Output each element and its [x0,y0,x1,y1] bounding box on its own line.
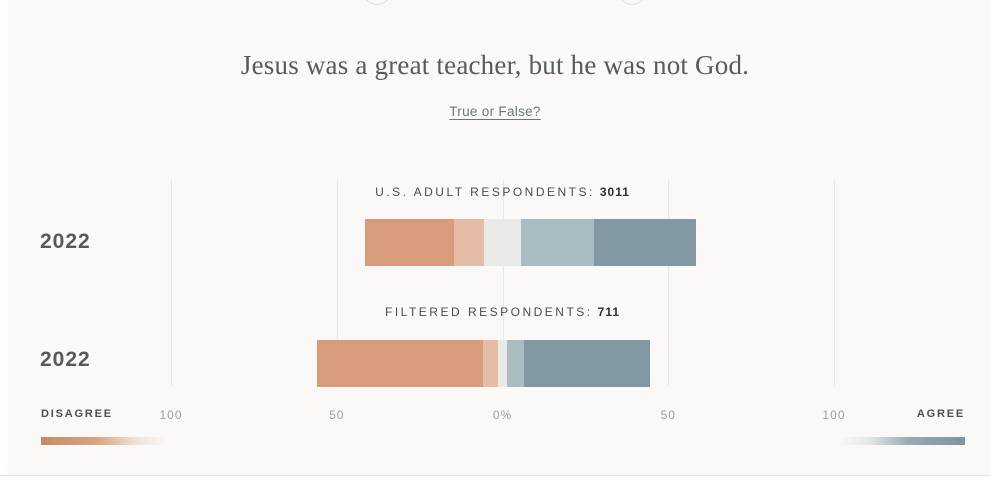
segment-strongly-disagree[interactable] [316,340,483,387]
segment-somewhat-disagree[interactable] [482,340,498,387]
bar-filtered [316,340,650,387]
gridline [668,179,670,386]
statement-title: Jesus was a great teacher, but he was no… [240,50,750,80]
group-label-text: U.S. ADULT RESPONDENTS: [375,185,595,199]
left-edge-strip [0,0,7,475]
axis-tick-label: 100 [822,408,846,422]
axis-label-agree: AGREE [916,408,965,420]
plot-area: U.S. ADULT RESPONDENTS: 3011 FILTERED RES… [171,179,835,387]
group-label-text: FILTERED RESPONDENTS: [385,305,593,319]
bar-us-adults [364,219,697,266]
bottom-border [0,475,990,478]
segment-strongly-disagree[interactable] [364,219,455,266]
group-label-us-adults: U.S. ADULT RESPONDENTS: 3011 [171,185,834,199]
segment-somewhat-agree[interactable] [520,219,594,266]
axis-tick-label: 50 [660,408,676,422]
segment-not-sure[interactable] [484,219,521,266]
segment-strongly-agree[interactable] [593,219,697,266]
segment-somewhat-agree[interactable] [507,340,525,387]
axis-tick-labels: 100 50 0% 50 100 [159,408,844,424]
respondent-count: 3011 [599,185,630,199]
true-or-false-link[interactable]: True or False? [449,104,541,119]
partial-circle-button-left[interactable] [363,0,391,5]
gridline [834,179,835,386]
segment-somewhat-disagree[interactable] [454,219,485,266]
axis-tick-label: 50 [329,408,345,422]
respondent-count: 711 [597,305,620,319]
year-label-us-adults: 2022 [40,230,91,253]
segment-strongly-agree[interactable] [524,340,650,387]
gridline [336,179,338,386]
year-label-filtered: 2022 [40,348,91,371]
subtitle: True or False? [0,103,990,121]
axis-label-disagree: DISAGREE [41,408,113,420]
axis-tick-label: 0% [492,408,513,422]
gridline [171,179,172,386]
disagree-gradient-legend [41,437,168,445]
gridline [502,179,504,386]
axis-tick-label: 100 [159,408,183,422]
partial-circle-button-right[interactable] [618,0,646,5]
group-label-filtered: FILTERED RESPONDENTS: 711 [171,305,834,319]
agree-gradient-legend [838,437,965,445]
segment-not-sure[interactable] [497,340,508,387]
